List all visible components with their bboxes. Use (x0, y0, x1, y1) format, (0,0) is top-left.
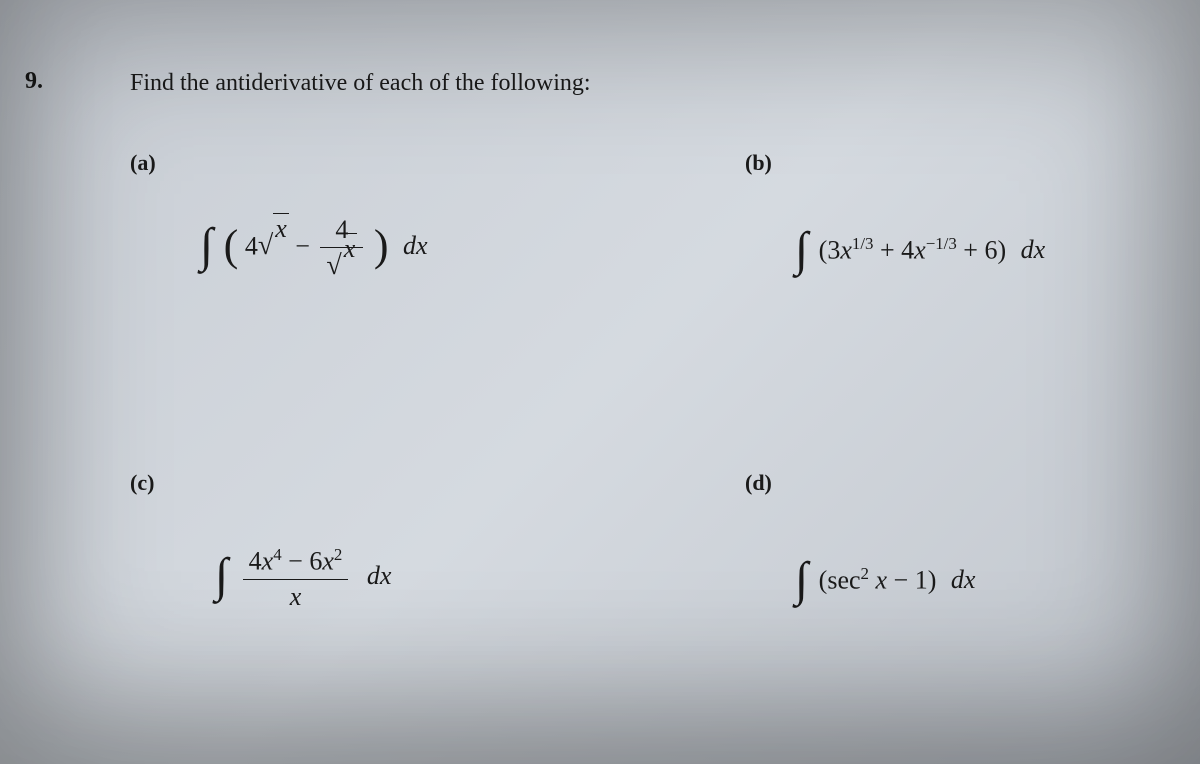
close-paren: ) (374, 220, 389, 271)
formula-b: ∫ (3x1/3 + 4x−1/3 + 6) dx (795, 225, 1045, 280)
part-label-a: (a) (130, 150, 156, 176)
problem-number: 9. (25, 68, 43, 95)
term1-coef: 3 (827, 235, 840, 264)
photo-vignette (0, 0, 1200, 764)
part-label-d: (d) (745, 470, 772, 496)
part-label-b: (b) (745, 150, 772, 176)
term2-var: x (914, 235, 926, 264)
coef: 4 (245, 231, 258, 260)
frac-num: 4x4 − 6x2 (243, 545, 349, 580)
sqrt-1: √x (258, 230, 289, 262)
minus: − (295, 231, 316, 260)
minus: − (894, 565, 915, 594)
integral-sign: ∫ (795, 552, 808, 607)
integral-sign: ∫ (215, 548, 228, 603)
dx: dx (951, 565, 976, 594)
dx: dx (1021, 235, 1046, 264)
close-paren: ) (997, 235, 1006, 264)
const: 1 (915, 565, 928, 594)
integral-sign: ∫ (200, 218, 213, 273)
fraction: 4x4 − 6x2 x (243, 545, 349, 612)
var: x (875, 565, 887, 594)
term1-var: x (840, 235, 852, 264)
worksheet-page: 9. Find the antiderivative of each of th… (0, 0, 1200, 764)
open-paren: ( (224, 220, 239, 271)
frac-den: √x (320, 248, 363, 282)
fraction: 4 √x (320, 215, 363, 282)
formula-c: ∫ 4x4 − 6x2 x dx (215, 545, 391, 612)
func: sec (827, 565, 860, 594)
integral-sign: ∫ (795, 222, 808, 277)
formula-a: ∫ ( 4√x − 4 √x ) dx (200, 215, 428, 282)
plus1: + (880, 235, 901, 264)
instruction-text: Find the antiderivative of each of the f… (130, 70, 591, 97)
term2-coef: 4 (901, 235, 914, 264)
term2-exp: −1/3 (926, 234, 957, 253)
dx: dx (367, 561, 392, 590)
dx: dx (403, 231, 428, 260)
term3: 6 (984, 235, 997, 264)
term1-exp: 1/3 (852, 234, 874, 253)
part-label-c: (c) (130, 470, 154, 496)
func-exp: 2 (861, 564, 869, 583)
plus2: + (963, 235, 984, 264)
frac-den: x (243, 580, 349, 612)
formula-d: ∫ (sec2 x − 1) dx (795, 555, 975, 610)
close-paren: ) (928, 565, 937, 594)
